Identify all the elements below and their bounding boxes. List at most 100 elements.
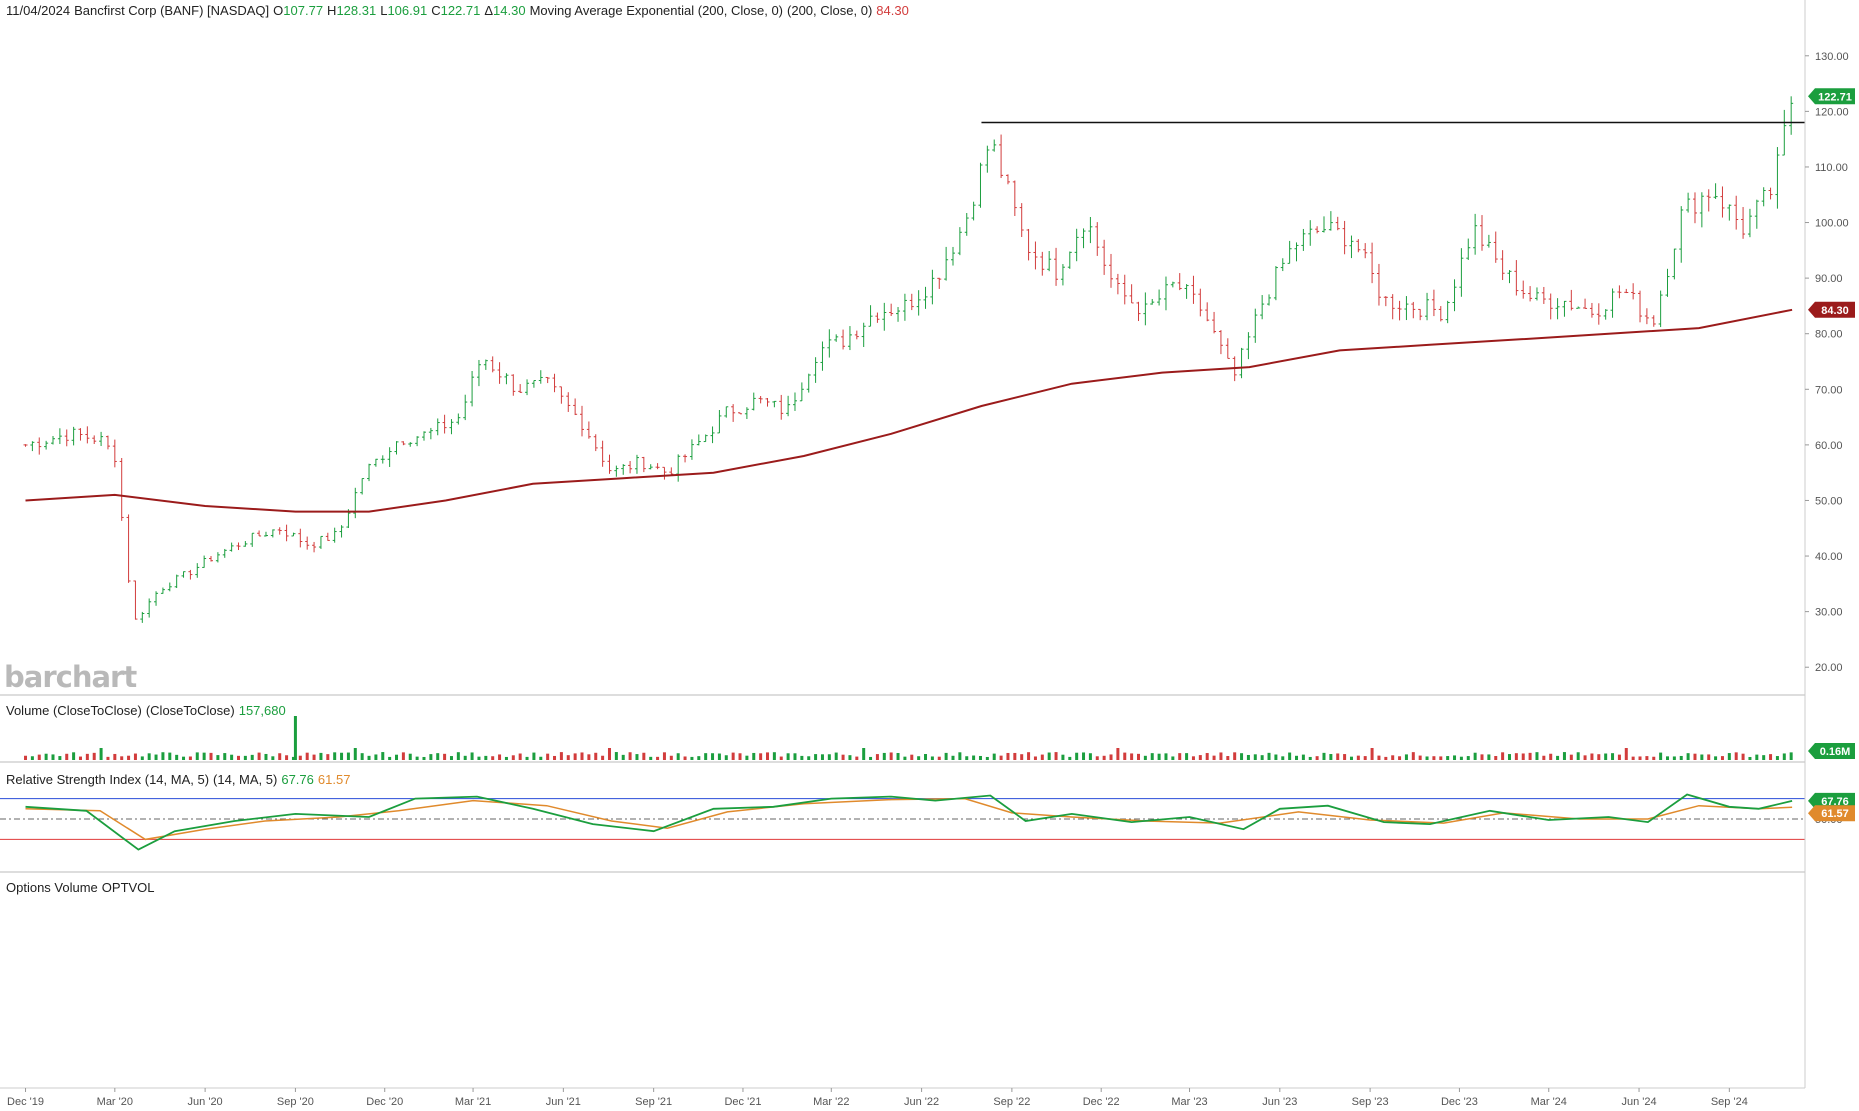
y-tick-label: 40.00 [1815,551,1843,563]
volume-bar [381,752,385,760]
volume-bar [786,753,790,760]
volume-bar [1782,753,1786,760]
volume-bar [1521,753,1525,760]
volume-bar [553,755,557,760]
volume-bar [175,754,179,760]
volume-bar [704,753,708,760]
volume-bar [1315,756,1319,760]
volume-bar [827,754,831,760]
volume-bar [539,756,543,760]
volume-bar [1349,756,1353,760]
rsi-value: 67.76 [281,772,314,787]
volume-bar [1666,756,1670,760]
volume-bar [683,756,687,760]
volume-params: (CloseToClose) [145,703,235,718]
volume-bar [1226,756,1230,760]
volume-bar [676,753,680,760]
volume-bar [559,752,563,760]
volume-bar [807,756,811,760]
volume-bar [1741,753,1745,760]
volume-bar [1205,753,1209,760]
volume-panel [24,716,1793,760]
volume-bar [924,754,928,760]
volume-bar [1727,753,1731,760]
volume-bar [635,754,639,760]
volume-bar [1542,755,1546,760]
volume-bar [51,754,55,760]
x-tick-label: Sep '24 [1711,1096,1748,1108]
x-tick-label: Dec '23 [1441,1096,1478,1108]
volume-bar [546,753,550,760]
volume-bar [1178,753,1182,760]
change-label: Δ [484,3,494,18]
volume-bar [992,753,996,760]
last-price-badge-bg [1808,88,1855,105]
volume-bar [1040,754,1044,760]
volume-bar [1267,752,1271,760]
volume-bar [1013,752,1017,760]
volume-bar [1095,756,1099,760]
rsi-panel [0,793,1805,851]
last-price-badge: 122.71 [1818,91,1852,103]
volume-bar [875,754,879,760]
volume-bar [587,754,591,760]
x-tick-label: Jun '20 [188,1096,223,1108]
y-tick-label: 100.00 [1815,218,1849,230]
volume-bar [800,755,804,760]
volume-bar [1755,754,1759,760]
volume-bar [1246,754,1250,760]
volume-bar [1466,756,1470,760]
volume-bar [436,753,440,760]
volume-bar [1562,752,1566,760]
volume-bar [1487,754,1491,760]
volume-bar [285,755,289,760]
volume-bar [147,753,151,760]
volume-bar [1102,755,1106,760]
volume-bar [1583,755,1587,760]
x-tick-label: Jun '21 [546,1096,581,1108]
volume-bar [1336,753,1340,760]
price-legend: 11/04/2024 Bancfirst Corp (BANF) [NASDAQ]… [6,3,913,18]
volume-bar [395,754,399,760]
volume-bar [388,756,392,760]
volume-bar [401,752,405,760]
volume-bar [44,753,48,760]
open-label: O [273,3,284,18]
volume-bar [903,756,907,760]
volume-bar [1404,754,1408,760]
volume-bar [271,756,275,760]
volume-badge-bg [1808,743,1855,759]
volume-bar [1446,756,1450,760]
volume-bar [326,754,330,760]
volume-bar [1789,752,1793,760]
barchart-logo: barchart [4,660,137,694]
volume-bar [1171,756,1175,760]
volume-bar [566,755,570,760]
x-tick-label: Dec '20 [366,1096,403,1108]
volume-bar [669,755,673,760]
x-tick-label: Mar '23 [1171,1096,1207,1108]
options-legend: Options Volume OPTVOL [6,880,159,895]
volume-bar [1507,754,1511,760]
volume-bar [298,755,302,760]
volume-bar [1356,755,1360,760]
volume-bar [1686,753,1690,760]
volume-bar [477,756,481,760]
volume-bar [161,752,165,760]
volume-bar [360,753,364,760]
volume-bar [78,756,82,760]
rsi-ma-badge-bg [1808,805,1855,822]
study-name: Moving Average Exponential (200, Close, … [529,3,784,18]
x-tick-label: Sep '22 [993,1096,1030,1108]
volume-bar [1494,755,1498,760]
volume-bar [724,755,728,760]
y-tick-label: 20.00 [1815,662,1843,674]
volume-bar [1082,752,1086,760]
x-tick-label: Mar '22 [813,1096,849,1108]
rsi-line [25,793,1793,851]
volume-bar [1569,754,1573,760]
volume-badge: 0.16M [1820,746,1851,758]
price-panel [23,96,1805,623]
volume-bar [1459,756,1463,760]
